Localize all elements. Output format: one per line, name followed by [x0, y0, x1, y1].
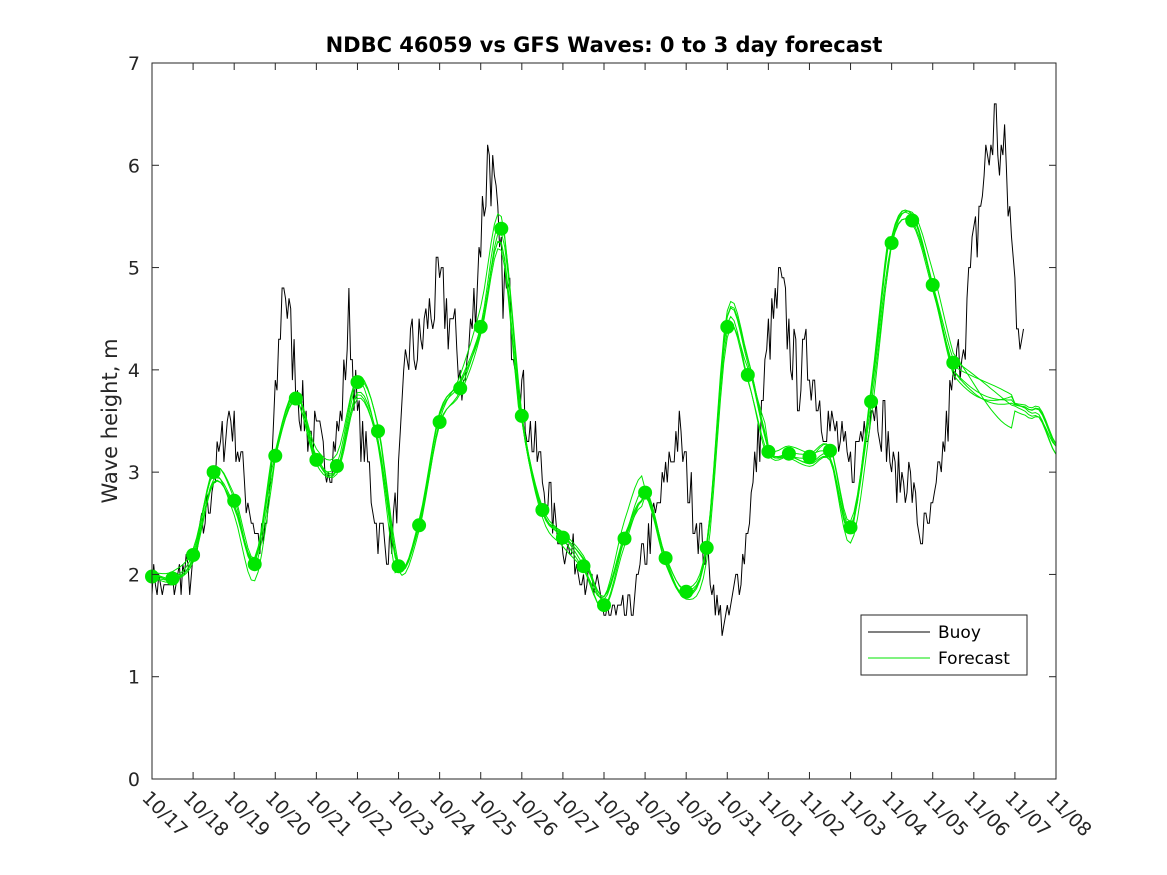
legend-box — [860, 614, 1028, 676]
forecast-marker — [247, 557, 262, 572]
forecast-marker — [843, 520, 858, 535]
y-tick-label: 6 — [128, 155, 140, 177]
forecast-marker — [925, 278, 940, 292]
forecast-marker — [699, 540, 714, 555]
forecast-marker — [576, 559, 591, 574]
forecast-marker — [227, 493, 242, 508]
y-tick-label: 7 — [128, 53, 140, 75]
forecast-marker — [740, 368, 755, 382]
forecast-marker — [288, 391, 303, 406]
forecast-marker — [412, 518, 427, 533]
legend-buoy-label: Buoy — [938, 623, 981, 643]
forecast-marker — [658, 551, 673, 566]
legend: Buoy Forecast — [860, 614, 1028, 676]
forecast-marker — [823, 443, 837, 458]
forecast-marker — [514, 408, 529, 423]
forecast-marker — [309, 452, 324, 467]
forecast-markers — [145, 213, 961, 613]
y-tick-label: 2 — [128, 564, 140, 586]
y-tick-label: 3 — [128, 462, 140, 484]
forecast-marker — [206, 465, 221, 480]
forecast-marker — [473, 319, 488, 334]
forecast-marker — [453, 381, 468, 396]
forecast-marker — [186, 548, 201, 562]
y-tick-label: 1 — [128, 667, 140, 689]
forecast-marker — [555, 530, 570, 545]
y-tick-label: 5 — [128, 258, 140, 280]
forecast-marker — [617, 531, 632, 546]
forecast-marker — [781, 446, 796, 461]
forecast-marker — [802, 449, 817, 464]
legend-forecast-label: Forecast — [938, 649, 1010, 669]
forecast-marker — [329, 459, 344, 473]
y-tick-label: 0 — [128, 769, 140, 791]
forecast-marker — [905, 213, 920, 228]
forecast-marker — [720, 319, 735, 334]
forecast-marker — [679, 584, 694, 599]
forecast-marker — [761, 444, 776, 459]
forecast-marker — [638, 485, 653, 500]
forecast-marker — [494, 221, 509, 236]
forecast-marker — [432, 415, 447, 429]
forecast-marker — [350, 375, 365, 390]
forecast-marker — [597, 598, 611, 613]
forecast-marker — [535, 503, 550, 517]
forecast-marker — [946, 355, 961, 370]
y-tick-label: 4 — [128, 360, 140, 382]
y-axis-ticks: 0 1 2 3 4 5 6 7 — [128, 53, 1056, 791]
forecast-marker — [165, 571, 180, 586]
chart-title: NDBC 46059 vs GFS Waves: 0 to 3 day fore… — [326, 33, 883, 57]
forecast-marker — [884, 236, 899, 250]
forecast-marker — [371, 424, 385, 439]
forecast-marker — [268, 448, 283, 463]
forecast-marker — [864, 394, 879, 409]
forecast-line — [152, 210, 1056, 601]
forecast-marker — [391, 559, 406, 574]
y-axis-label: Wave height, m — [98, 338, 122, 503]
